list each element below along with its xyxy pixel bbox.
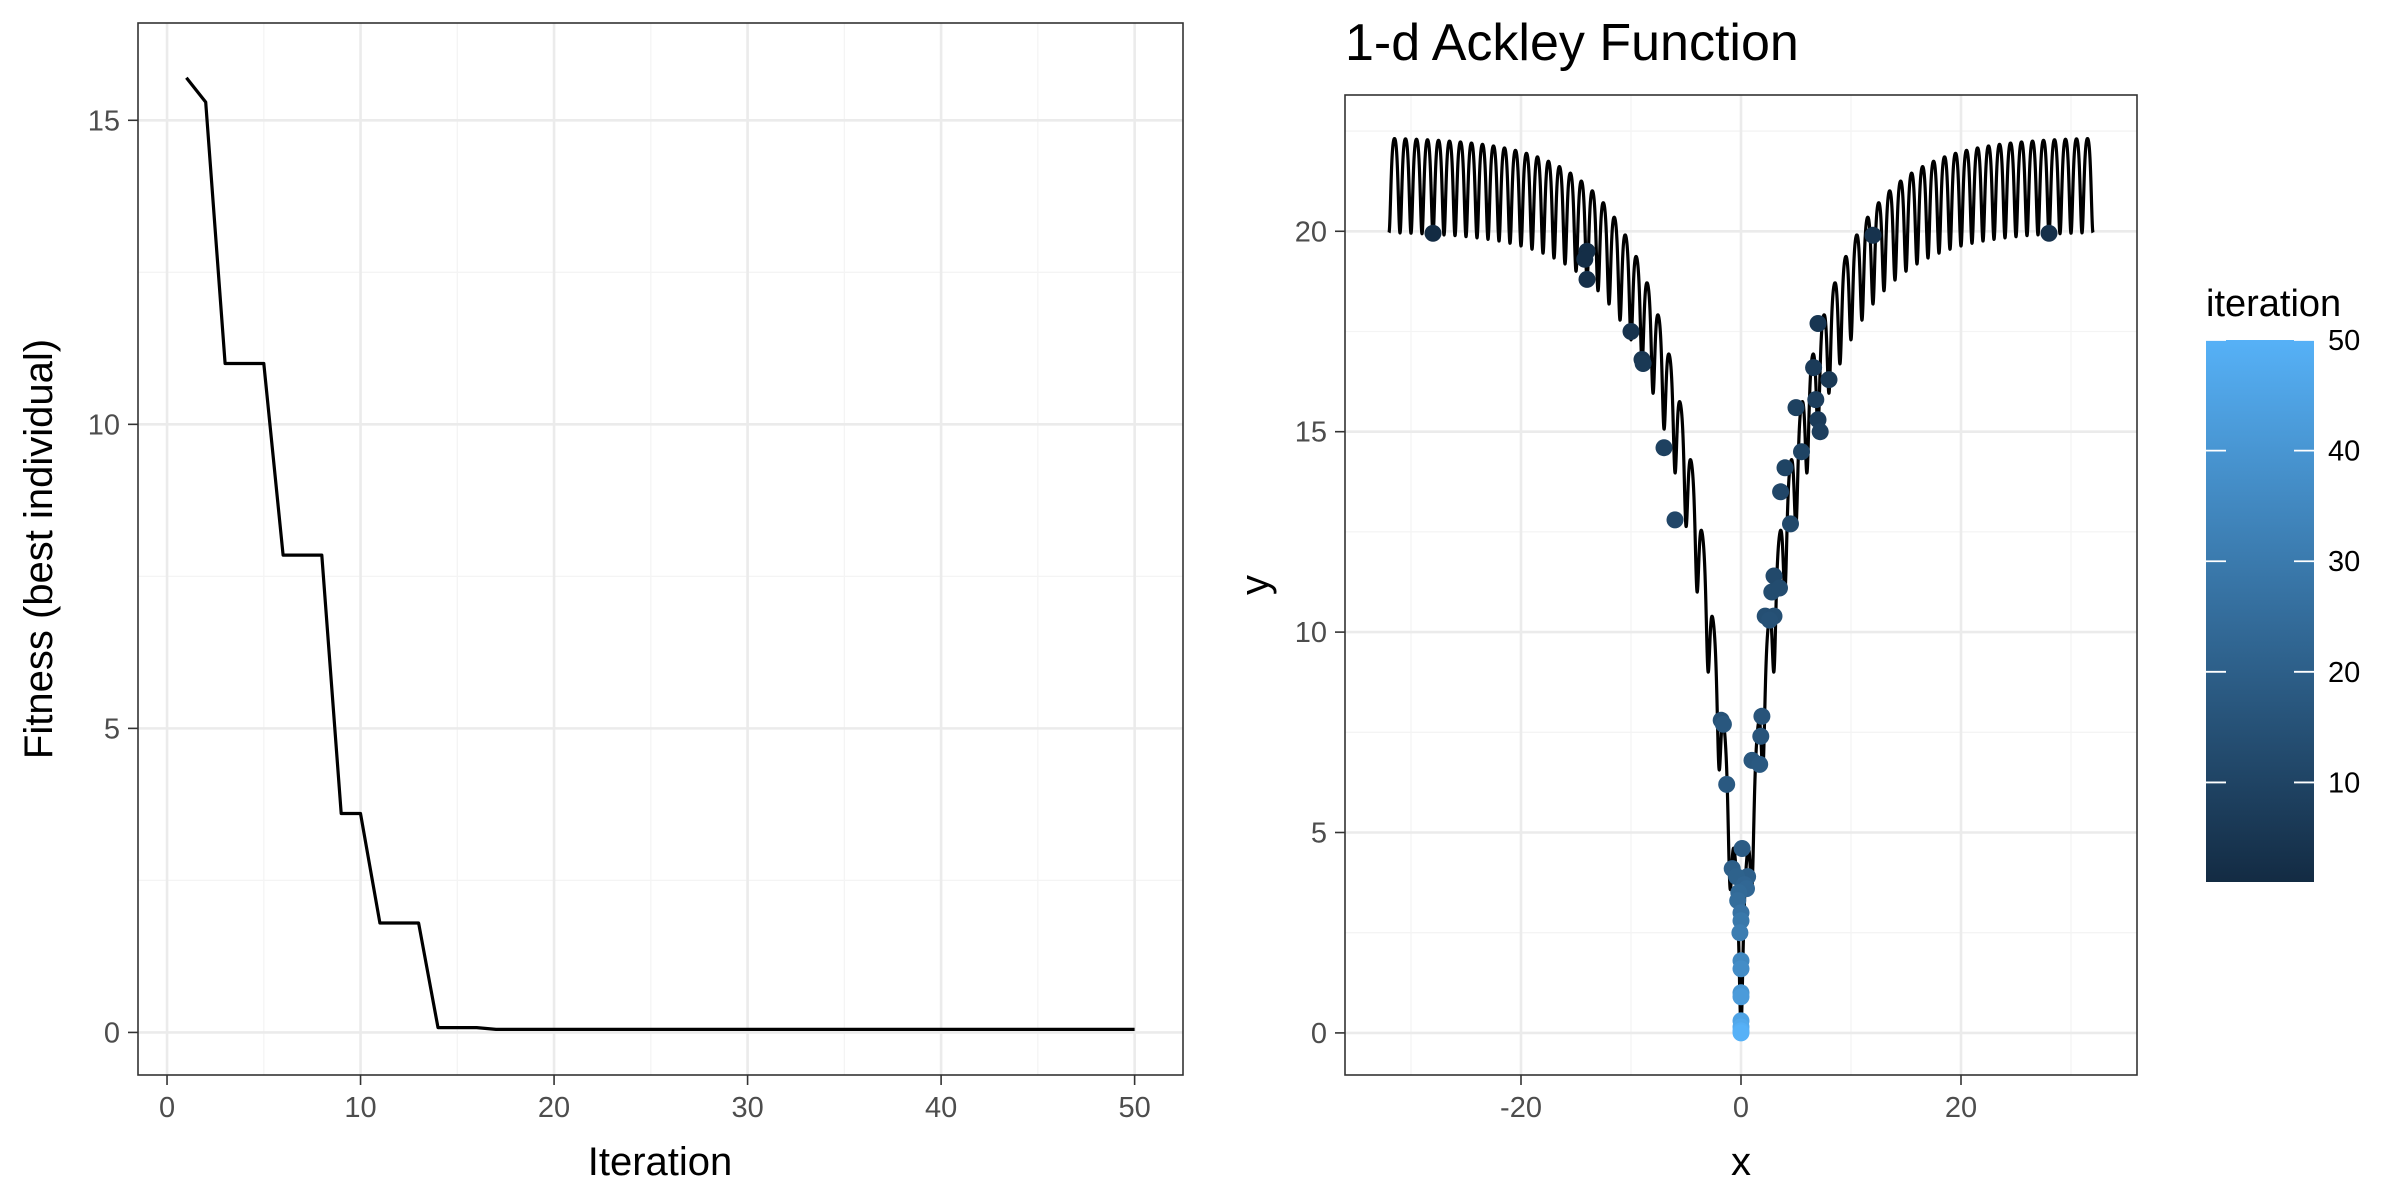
left-x-tick-label: 30: [731, 1092, 763, 1124]
left-y-tick-label: 0: [104, 1017, 120, 1049]
right-y-tick-label: 15: [1295, 417, 1327, 449]
right-y-tick-label: 20: [1295, 216, 1327, 248]
right-x-tick-label: 20: [1945, 1092, 1977, 1124]
sample-point: [1732, 960, 1750, 978]
sample-point: [1634, 355, 1652, 372]
right-x-tick-label: 0: [1733, 1092, 1749, 1124]
sample-point: [1807, 391, 1825, 409]
sample-point: [1753, 707, 1771, 725]
left-x-tick-label: 40: [925, 1092, 957, 1124]
left-x-tick-label: 10: [344, 1092, 376, 1124]
sample-point: [1732, 1024, 1750, 1042]
right-y-tick-label: 10: [1295, 617, 1327, 649]
sample-point: [1772, 483, 1790, 501]
left-panel-border: [137, 22, 1184, 1076]
sample-point: [1771, 579, 1788, 597]
sample-point: [1761, 611, 1779, 629]
right-plot-title: 1-d Ackley Function: [1345, 14, 1799, 72]
sample-point: [1733, 840, 1751, 857]
sample-point: [1752, 727, 1770, 745]
sample-point: [1805, 359, 1823, 377]
sample-point: [1864, 226, 1882, 244]
colorbar-tick-label: 20: [2328, 657, 2360, 689]
sample-point: [1731, 924, 1749, 942]
legend-title: iteration: [2206, 283, 2341, 325]
right-y-tick-label: 0: [1311, 1018, 1327, 1050]
sample-point: [1424, 224, 1442, 242]
colorbar-tick-label: 30: [2328, 546, 2360, 578]
left-y-tick-label: 10: [88, 409, 120, 441]
right-y-tick-label: 5: [1311, 818, 1327, 850]
colorbar-tick-label: 10: [2328, 767, 2360, 799]
sample-point: [1787, 399, 1805, 417]
left-x-tick-label: 0: [159, 1092, 175, 1124]
left-y-tick-label: 15: [88, 105, 120, 137]
left-x-axis-title: Iteration: [588, 1140, 733, 1184]
colorbar-tick-label: 50: [2328, 325, 2360, 357]
sample-point: [1820, 371, 1838, 389]
sample-point: [1811, 423, 1829, 441]
left-x-tick-label: 20: [538, 1092, 570, 1124]
colorbar-tick-label: 40: [2328, 436, 2360, 468]
sample-point: [1776, 459, 1794, 477]
sample-point: [1666, 511, 1684, 529]
ackley-scatter-chart: 1-d Ackley Function -20 0 20 0 5 10 15 20 x y: [1233, 14, 2138, 1184]
right-axis-ticks: -20 0 20 0 5 10 15 20: [1295, 216, 1977, 1124]
sample-point: [1578, 270, 1596, 288]
sample-point: [1714, 715, 1732, 733]
right-x-tick-label: -20: [1500, 1092, 1542, 1124]
right-minor-grid: [1345, 95, 2137, 1075]
left-y-axis-title: Fitness (best individual): [17, 339, 61, 759]
sample-point: [1576, 250, 1594, 268]
fitness-line: [185, 76, 1135, 1032]
right-x-axis-title: x: [1731, 1140, 1751, 1184]
sample-point: [1718, 775, 1736, 793]
sample-point: [2040, 224, 2058, 242]
sample-point: [1809, 315, 1827, 332]
left-x-tick-label: 50: [1118, 1092, 1150, 1124]
right-y-axis-title: y: [1233, 575, 1277, 595]
sample-point: [1782, 515, 1799, 533]
fitness-series: [185, 76, 1135, 1032]
colorbar-ticks: 10 20 30 40 50: [2206, 325, 2360, 799]
left-major-grid: [138, 23, 1183, 1075]
left-minor-grid: [138, 23, 1183, 1075]
iteration-legend: iteration 10 20 30 40 50: [2206, 283, 2360, 882]
fitness-line-chart: 0 10 20 30 40 50 0 5 10 15 Iteration Fitness (bes…: [17, 22, 1184, 1184]
left-y-tick-label: 5: [104, 713, 120, 745]
sample-points: [1424, 224, 2058, 1042]
colorbar: [2206, 340, 2314, 882]
sample-point: [1622, 323, 1640, 340]
sample-point: [1751, 755, 1769, 773]
sample-point: [1655, 439, 1673, 457]
left-axis-ticks: 0 10 20 30 40 50 0 5 10 15: [88, 105, 1151, 1124]
left-panel-background: [138, 23, 1183, 1075]
sample-point: [1793, 443, 1810, 461]
sample-point: [1732, 988, 1750, 1006]
